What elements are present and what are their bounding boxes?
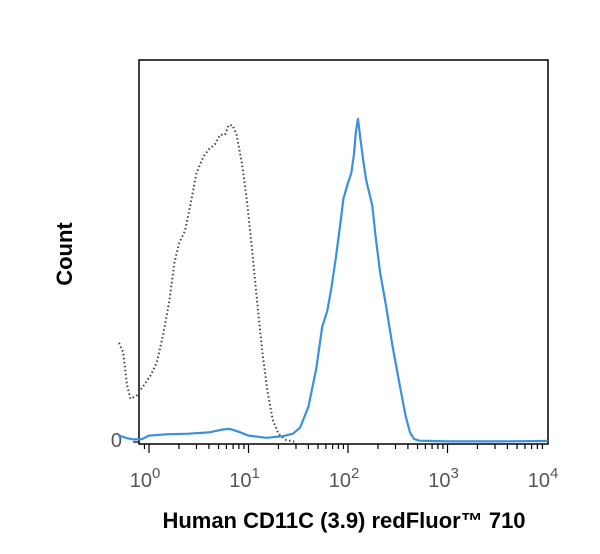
- x-axis-title: Human CD11C (3.9) redFluor™ 710: [162, 508, 525, 533]
- series-line-control: [118, 124, 297, 443]
- x-tick-label: 100: [130, 465, 161, 492]
- x-tick-label-exponent: 4: [550, 465, 558, 482]
- x-tick-label-exponent: 0: [152, 465, 160, 482]
- x-tick-label-base: 10: [528, 470, 550, 492]
- x-tick-label-base: 10: [229, 470, 251, 492]
- x-tick-label: 101: [229, 465, 260, 492]
- y-axis-title: Count: [52, 222, 77, 286]
- x-tick-label-base: 10: [130, 470, 152, 492]
- x-tick-label: 103: [428, 465, 459, 492]
- y-tick-label: 0: [111, 430, 122, 452]
- x-tick-label: 102: [329, 465, 360, 492]
- series-group: [117, 117, 549, 443]
- plot-frame: [138, 59, 549, 445]
- x-tick-label-exponent: 2: [351, 465, 359, 482]
- y-axis-tick-labels: 0: [111, 430, 122, 452]
- x-tick-label: 104: [528, 465, 559, 492]
- x-tick-label-exponent: 1: [251, 465, 259, 482]
- x-tick-label-base: 10: [428, 470, 450, 492]
- series-line-stained: [117, 117, 549, 443]
- x-tick-label-base: 10: [329, 470, 351, 492]
- x-axis-tick-labels: 100 101 102 103 104: [130, 465, 559, 492]
- x-axis-ticks: [133, 441, 544, 453]
- x-tick-label-exponent: 3: [450, 465, 458, 482]
